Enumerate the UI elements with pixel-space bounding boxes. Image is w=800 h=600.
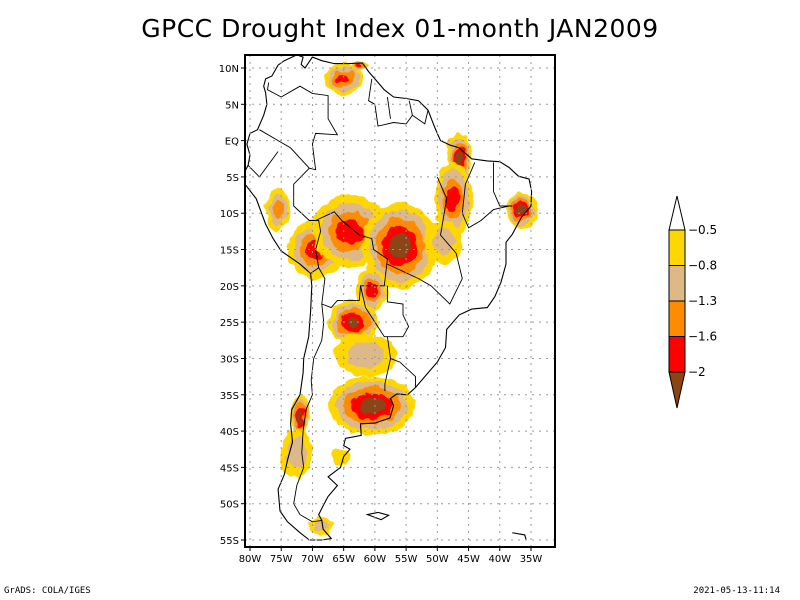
colorbar-label: −0.8 (688, 259, 717, 273)
y-tick-label: 20S (220, 282, 239, 293)
drought-region-central-chile (290, 394, 310, 439)
drought-region-northern-venezuela (324, 62, 363, 95)
colorbar-top-arrow (668, 195, 686, 231)
colorbar-label: −1.3 (688, 294, 717, 308)
x-tick-label: 80W (239, 554, 262, 565)
country-border (293, 303, 325, 523)
y-axis: 10N 5N EQ 5S 10S 15S 20S 25S 30S 35S 40S 45S 50S 55S (219, 64, 245, 547)
y-tick-label: EQ (225, 137, 239, 148)
x-tick-label: 70W (301, 554, 324, 565)
country-border (259, 82, 339, 171)
drought-contour-level-5 (517, 204, 527, 215)
y-tick-label: 5S (226, 173, 239, 184)
y-tick-label: 50S (220, 500, 239, 511)
country-border (360, 285, 410, 338)
y-tick-label: 10S (220, 209, 239, 220)
colorbar-bin (668, 336, 686, 373)
drought-contour-level-5 (389, 233, 411, 259)
y-tick-label: 10N (219, 64, 239, 75)
country-border (368, 78, 429, 127)
country-border (293, 167, 388, 309)
colorbar: −0.5 −0.8 −1.3 −1.6 −2 (668, 195, 717, 409)
drought-contour-level-4 (366, 281, 378, 298)
y-tick-label: 15S (220, 246, 239, 257)
colorbar-bin (668, 300, 686, 337)
x-tick-label: 55W (395, 554, 418, 565)
drought-contour-level-2 (432, 228, 456, 256)
south-georgia (512, 532, 527, 540)
chart-title: GPCC Drought Index 01-month JAN2009 (141, 14, 659, 43)
colorbar-bin (668, 265, 686, 302)
drought-contour-level-2 (314, 520, 330, 531)
drought-region-venezuela-coast (349, 60, 369, 72)
falkland-islands (365, 511, 391, 521)
drought-region-goias (424, 220, 463, 265)
drought-contour-level-3 (272, 199, 284, 220)
drought-region-peru-north (265, 187, 291, 232)
country-border (493, 162, 513, 207)
drought-region-pampas (328, 376, 416, 435)
x-tick-label: 35W (520, 554, 543, 565)
y-tick-label: 35S (220, 391, 239, 402)
colorbar-label: −2 (688, 365, 706, 379)
colorbar-bin (668, 229, 686, 266)
drought-region-chubut-coast (331, 447, 350, 466)
x-axis: 80W 75W 70W 65W 60W 55W 50W 45W 40W 35W (239, 547, 543, 565)
x-tick-label: 45W (457, 554, 480, 565)
x-tick-label: 75W (270, 554, 293, 565)
timestamp: 2021-05-13-11:14 (693, 586, 780, 596)
drought-contour-level-5 (345, 315, 361, 329)
colorbar-label: −0.5 (688, 223, 717, 237)
y-tick-label: 25S (220, 318, 239, 329)
drought-contour-level-4 (337, 73, 351, 85)
y-tick-label: 45S (220, 463, 239, 474)
grid-lines (245, 55, 555, 547)
country-border (461, 162, 510, 229)
country-border (408, 100, 413, 116)
drought-contour-level-5 (359, 397, 385, 414)
drought-contour-level-5 (297, 410, 303, 423)
country-border (386, 336, 416, 388)
y-tick-label: 40S (220, 427, 239, 438)
x-tick-label: 40W (488, 554, 511, 565)
drought-contour-level-5 (455, 151, 464, 167)
colorbar-label: −1.6 (688, 330, 717, 344)
y-tick-label: 55S (220, 536, 239, 547)
country-border (387, 176, 463, 305)
drought-region-central-argentina (334, 333, 397, 377)
drought-contour-level-4 (336, 218, 363, 245)
country-border (386, 96, 391, 119)
y-tick-label: 30S (220, 354, 239, 365)
x-tick-label: 65W (332, 554, 355, 565)
drought-contour-level-4 (356, 63, 363, 68)
drought-region-mato-grosso (362, 202, 438, 290)
drought-contour-level-4 (446, 186, 460, 212)
drought-contour-level-2 (346, 341, 385, 369)
plot-border (244, 54, 556, 548)
x-tick-label: 50W (426, 554, 449, 565)
grads-credit: GrADS: COLA/IGES (4, 586, 91, 596)
y-tick-label: 5N (225, 100, 239, 111)
country-border (315, 249, 320, 268)
country-border (384, 358, 391, 392)
colorbar-bottom-arrow (668, 371, 686, 409)
drought-region-pernambuco-alagoas (506, 191, 538, 228)
drought-contour-level-1 (331, 447, 350, 466)
drought-region-southern-chile (281, 427, 313, 479)
x-tick-label: 60W (364, 554, 387, 565)
